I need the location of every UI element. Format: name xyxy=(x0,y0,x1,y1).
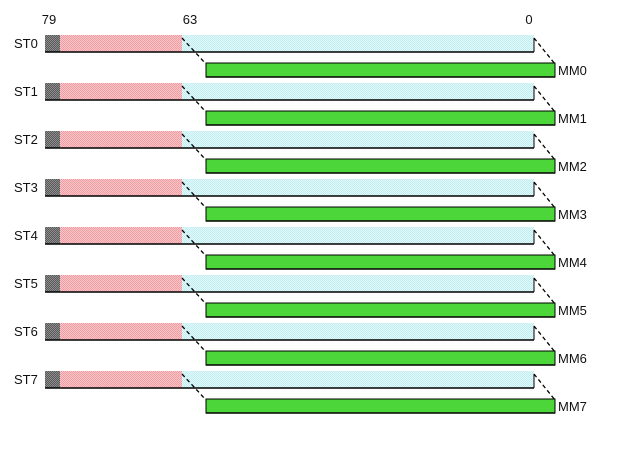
exponent-field xyxy=(45,323,60,340)
st-register-label: ST1 xyxy=(14,84,38,99)
exponent-field xyxy=(45,275,60,292)
register-row: ST1 MM1 xyxy=(14,83,587,126)
mantissa-low-field xyxy=(182,275,534,292)
mapping-line-right xyxy=(533,85,556,113)
mantissa-high-field xyxy=(60,323,182,340)
bit-0-label: 0 xyxy=(525,12,532,27)
mantissa-low-field xyxy=(182,179,534,196)
mm-register-label: MM0 xyxy=(558,63,587,78)
register-row: ST2 MM2 xyxy=(14,131,587,174)
register-row: ST6 MM6 xyxy=(14,323,587,366)
register-rows: ST0 MM0 ST1 MM1 ST2 MM2 ST3 MM3 ST4 MM4 ST5 MM5 ST6 M… xyxy=(14,35,587,414)
exponent-field xyxy=(45,371,60,388)
mapping-line-left xyxy=(181,325,207,353)
st-register-label: ST5 xyxy=(14,276,38,291)
mantissa-high-field xyxy=(60,83,182,100)
mmx-register-bar xyxy=(205,158,556,174)
mapping-line-right xyxy=(533,325,556,353)
mapping-line-right xyxy=(533,277,556,305)
exponent-field xyxy=(45,83,60,100)
mapping-line-left xyxy=(181,181,207,209)
register-row: ST5 MM5 xyxy=(14,275,587,318)
mm-register-label: MM5 xyxy=(558,303,587,318)
mantissa-high-field xyxy=(60,35,182,52)
exponent-field xyxy=(45,227,60,244)
exponent-field xyxy=(45,131,60,148)
mapping-line-left xyxy=(181,37,207,65)
mmx-register-bar xyxy=(205,62,556,78)
mantissa-low-field xyxy=(182,83,534,100)
mmx-register-bar xyxy=(205,302,556,318)
mapping-line-right xyxy=(533,133,556,161)
mapping-line-right xyxy=(533,181,556,209)
mantissa-low-field xyxy=(182,371,534,388)
mapping-line-left xyxy=(181,373,207,401)
st-register-label: ST7 xyxy=(14,372,38,387)
mantissa-high-field xyxy=(60,227,182,244)
mantissa-low-field xyxy=(182,323,534,340)
st-register-label: ST2 xyxy=(14,132,38,147)
mapping-line-left xyxy=(181,133,207,161)
mantissa-low-field xyxy=(182,227,534,244)
mmx-register-bar xyxy=(205,398,556,414)
mm-register-label: MM2 xyxy=(558,159,587,174)
mantissa-high-field xyxy=(60,131,182,148)
mapping-line-left xyxy=(181,229,207,257)
mantissa-high-field xyxy=(60,179,182,196)
bit-79-label: 79 xyxy=(42,12,56,27)
mapping-line-right xyxy=(533,37,556,65)
mmx-register-bar xyxy=(205,206,556,222)
mm-register-label: MM7 xyxy=(558,399,587,414)
st-register-label: ST6 xyxy=(14,324,38,339)
mantissa-high-field xyxy=(60,371,182,388)
mm-register-label: MM6 xyxy=(558,351,587,366)
st-register-label: ST3 xyxy=(14,180,38,195)
st-register-label: ST0 xyxy=(14,36,38,51)
mantissa-low-field xyxy=(182,35,534,52)
mm-register-label: MM4 xyxy=(558,255,587,270)
st-register-label: ST4 xyxy=(14,228,38,243)
mapping-line-left xyxy=(181,85,207,113)
bit-63-label: 63 xyxy=(183,12,197,27)
mapping-line-left xyxy=(181,277,207,305)
mmx-register-bar xyxy=(205,254,556,270)
mm-register-label: MM1 xyxy=(558,111,587,126)
mapping-line-right xyxy=(533,229,556,257)
exponent-field xyxy=(45,179,60,196)
mantissa-high-field xyxy=(60,275,182,292)
register-row: ST0 MM0 xyxy=(14,35,587,78)
register-row: ST3 MM3 xyxy=(14,179,587,222)
mmx-register-bar xyxy=(205,350,556,366)
mapping-line-right xyxy=(533,373,556,401)
mm-register-label: MM3 xyxy=(558,207,587,222)
exponent-field xyxy=(45,35,60,52)
register-row: ST7 MM7 xyxy=(14,371,587,414)
mantissa-low-field xyxy=(182,131,534,148)
register-row: ST4 MM4 xyxy=(14,227,587,270)
mmx-register-bar xyxy=(205,110,556,126)
